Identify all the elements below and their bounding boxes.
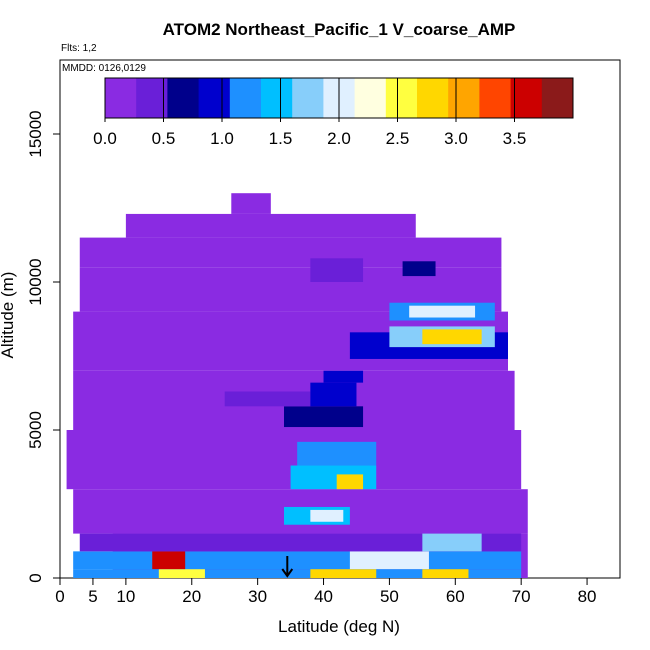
x-tick-label: 30 (248, 587, 267, 606)
heat-cell (422, 569, 469, 578)
colorbar-tick-label: 1.5 (269, 129, 293, 148)
annotation-mmdd: MMDD: 0126,0129 (62, 63, 146, 74)
x-tick-label: 50 (380, 587, 399, 606)
y-tick-label: 0 (26, 573, 45, 582)
colorbar-segment (261, 78, 293, 118)
coverage-cell (231, 193, 271, 214)
heat-cell (79, 533, 522, 552)
colorbar-segment (229, 78, 262, 118)
heatmap-layer (66, 193, 528, 578)
y-tick-label: 10000 (26, 258, 45, 305)
colorbar-segment (105, 78, 137, 118)
heat-cell (310, 509, 344, 522)
colorbar-segment (448, 78, 480, 118)
x-tick-label: 5 (88, 587, 97, 606)
y-tick-label: 5000 (26, 411, 45, 449)
flight-marker (281, 556, 294, 578)
colorbar-tick-label: 2.5 (386, 129, 410, 148)
colorbar-tick-label: 1.0 (210, 129, 234, 148)
colorbar-tick-label: 0.5 (152, 129, 176, 148)
heat-cell (73, 569, 522, 578)
x-tick-label: 40 (314, 587, 333, 606)
heat-cell (409, 305, 476, 318)
heat-cell (297, 441, 377, 466)
chart-title: ATOM2 Northeast_Pacific_1 V_coarse_AMP (163, 20, 516, 39)
heat-cell (323, 370, 364, 383)
heat-cell (402, 261, 436, 277)
colorbar-segment (292, 78, 324, 118)
colorbar-segment (198, 78, 231, 118)
colorbar-tick-label: 2.0 (327, 129, 351, 148)
colorbar: 0.0 0.5 1.0 1.5 2.0 2.5 3.0 3.5 (93, 77, 574, 148)
colorbar-segment (541, 78, 574, 118)
colorbar-segment (510, 78, 543, 118)
heat-cell (310, 258, 364, 282)
x-tick-label: 0 (55, 587, 64, 606)
colorbar-segment (136, 78, 168, 118)
colorbar-segment (417, 78, 449, 118)
heat-cell (310, 569, 377, 578)
x-tick-label: 10 (116, 587, 135, 606)
heat-cell (158, 569, 205, 578)
colorbar-segment (167, 78, 200, 118)
x-tick-label: 60 (446, 587, 465, 606)
colorbar-tick-label: 0.0 (93, 129, 117, 148)
heat-cell (224, 391, 311, 407)
heat-cell (73, 551, 522, 570)
colorbar-segment (354, 78, 387, 118)
y-tick-label: 15000 (26, 110, 45, 157)
heat-cell (284, 406, 364, 428)
colorbar-tick-label: 3.0 (444, 129, 468, 148)
colorbar-tick-label: 3.5 (503, 129, 527, 148)
coverage-cell (125, 213, 416, 238)
x-tick-label: 20 (182, 587, 201, 606)
x-tick-label: 70 (512, 587, 531, 606)
colorbar-segment (385, 78, 418, 118)
x-tick-label: 80 (578, 587, 597, 606)
y-axis-label: Altitude (m) (0, 272, 17, 359)
heat-cell (310, 382, 357, 407)
coverage-cell (79, 237, 502, 268)
heat-cell (336, 474, 364, 490)
chart-subtitle: Flts: 1,2 (61, 43, 97, 54)
heat-cell (290, 465, 377, 490)
heat-cell (422, 329, 482, 345)
heat-cell (152, 551, 186, 570)
marker-head (281, 568, 294, 578)
x-axis: 0 5 10 20 30 40 50 60 70 80 (55, 578, 597, 606)
x-axis-label: Latitude (deg N) (278, 617, 400, 636)
colorbar-segment (479, 78, 512, 118)
y-axis: 0 5000 10000 15000 (26, 110, 60, 583)
heat-cell (349, 551, 429, 570)
heat-cell (422, 533, 482, 552)
